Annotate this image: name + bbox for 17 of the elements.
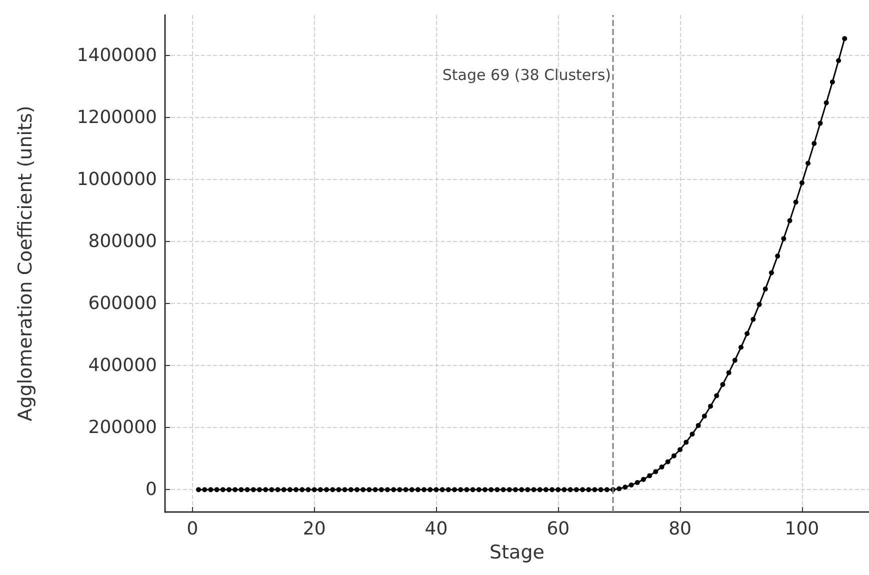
y-tick-label: 1200000 <box>76 106 157 128</box>
x-tick-label: 80 <box>668 518 692 540</box>
y-tick-label: 0 <box>146 479 157 500</box>
x-tick-label: 100 <box>784 518 820 540</box>
y-tick-label: 600000 <box>88 293 157 314</box>
y-tick-label: 400000 <box>88 355 157 376</box>
x-tick-label: 20 <box>302 518 326 540</box>
x-axis-title: Stage <box>490 541 544 564</box>
ref-line-label: Stage 69 (38 Clusters) <box>442 66 611 84</box>
y-tick-label: 200000 <box>88 417 157 438</box>
y-axis-title: Agglomeration Coefficient (units) <box>14 106 36 422</box>
y-tick-label: 1400000 <box>76 44 157 66</box>
x-tick-label: 0 <box>186 518 198 540</box>
y-tick-label: 1000000 <box>76 168 157 190</box>
x-tick-label: 40 <box>424 518 448 540</box>
x-tick-label: 60 <box>546 518 570 540</box>
y-tick-label: 800000 <box>88 230 157 252</box>
